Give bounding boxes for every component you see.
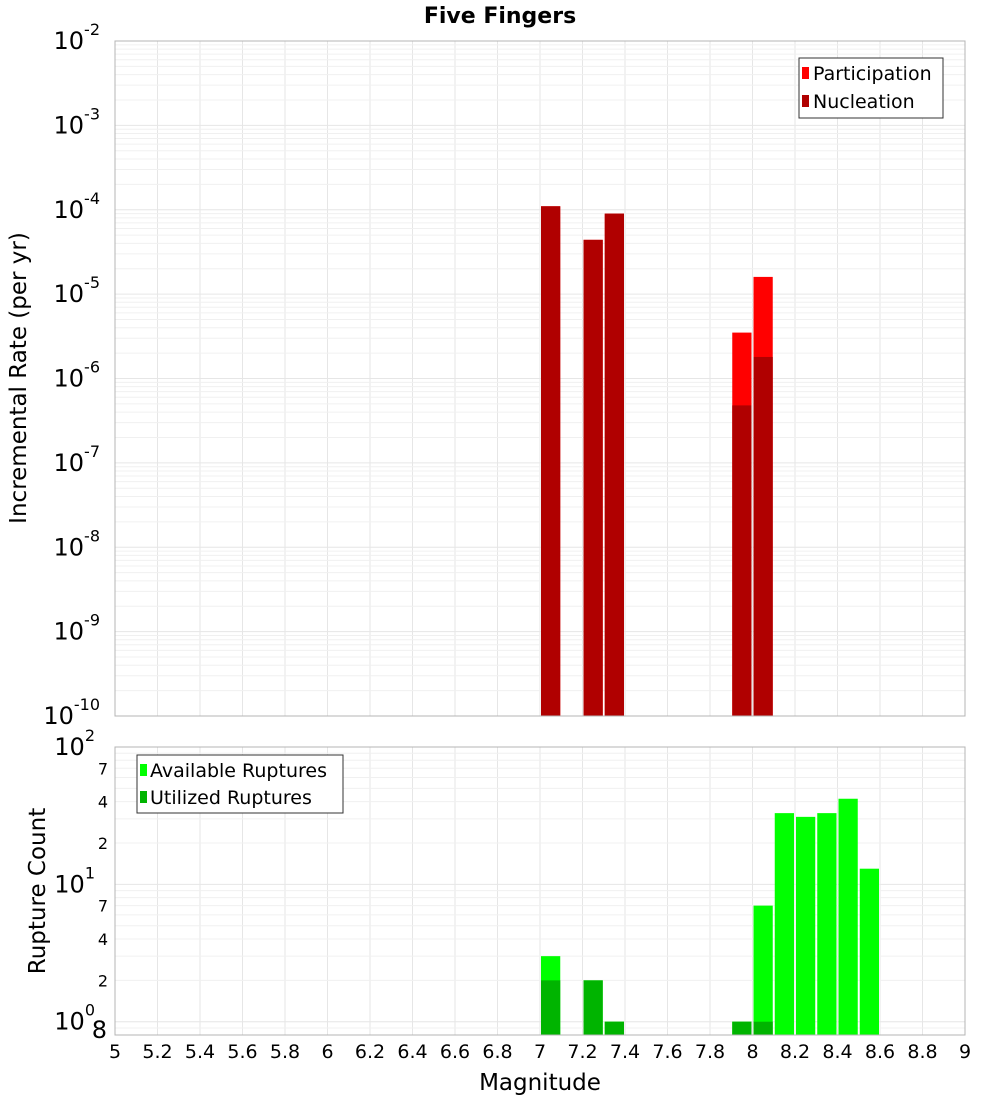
top-y-tick-labels: 10-10 10-9 10-8 10-7 10-6 10-5 10-4 10-3 10-2 [43, 20, 100, 730]
legend-label-available: Available Ruptures [150, 760, 327, 782]
x-tick-label: 5.2 [142, 1041, 172, 1063]
bottom-y-minor-tick-label: 4 [98, 793, 108, 812]
bottom-legend-box [136, 754, 344, 814]
legend-swatch-participation [802, 67, 809, 79]
legend-label-nucleation: Nucleation [813, 91, 915, 113]
legend-swatch-available [140, 764, 147, 776]
x-tick-label: 5.8 [270, 1041, 300, 1063]
x-tick-label: 8.8 [907, 1041, 937, 1063]
top-bars [541, 206, 773, 717]
available-ruptures-bar [859, 868, 879, 1035]
legend-label-utilized: Utilized Ruptures [150, 787, 312, 809]
chart-title: Five Fingers [424, 4, 576, 29]
x-tick-label: 6.4 [397, 1041, 427, 1063]
bottom-y-minor-tick-label: 2 [98, 971, 108, 990]
x-tick-labels: 5 5.2 5.4 5.6 5.8 6 6.2 6.4 6.6 6.8 7 7.2 7.4 7.6 7.8 8… [109, 1041, 971, 1063]
bottom-y-minor-tick-label: 7 [98, 759, 108, 778]
available-ruptures-bar [817, 813, 837, 1035]
top-legend-box [798, 57, 944, 119]
bottom-y-tick-label: 101 [54, 863, 95, 898]
available-ruptures-bar [796, 816, 816, 1035]
nucleation-bar [753, 356, 773, 716]
x-tick-label: 6.2 [355, 1041, 385, 1063]
nucleation-bar [541, 206, 561, 716]
legend-label-participation: Participation [813, 63, 932, 85]
x-tick-label: 8 [746, 1041, 758, 1063]
bottom-y-minor-tick-label: 4 [98, 930, 108, 949]
top-y-tick-label: 10-4 [54, 189, 101, 224]
bottom-panel: 100 101 102 8 2 4 7 2 4 7 5 5.2 5.4 5.6 5.8 6 6.2 6.4 6.6… [25, 726, 971, 1096]
top-y-tick-label: 10-7 [54, 442, 101, 477]
top-legend: Participation Nucleation [798, 57, 944, 119]
top-y-axis-label: Incremental Rate (per yr) [6, 232, 32, 524]
x-tick-label: 6.8 [482, 1041, 512, 1063]
x-tick-label: 6 [321, 1041, 333, 1063]
top-y-tick-label: 10-6 [54, 358, 101, 393]
available-ruptures-bar [774, 813, 794, 1035]
utilized-ruptures-bar [541, 980, 561, 1035]
top-y-tick-label: 10-8 [54, 526, 101, 561]
top-gridlines [114, 41, 966, 717]
utilized-ruptures-bar [732, 1021, 752, 1035]
bottom-y-minor-tick-label: 2 [98, 834, 108, 853]
x-axis-label: Magnitude [479, 1070, 601, 1096]
utilized-ruptures-bar [583, 980, 603, 1035]
x-tick-label: 7.8 [695, 1041, 725, 1063]
x-tick-label: 7 [534, 1041, 546, 1063]
top-y-tick-label: 10-3 [54, 104, 101, 139]
top-panel: 10-10 10-9 10-8 10-7 10-6 10-5 10-4 10-3 10-2 In… [6, 20, 966, 730]
nucleation-bar [604, 213, 624, 717]
utilized-ruptures-bar [604, 1021, 624, 1035]
bottom-y-tick-label: 100 [54, 1001, 95, 1036]
nucleation-bar [732, 405, 752, 716]
available-ruptures-bar [838, 798, 858, 1035]
bottom-bars [541, 798, 879, 1035]
top-y-tick-label: 10-2 [54, 20, 101, 55]
x-tick-label: 6.6 [440, 1041, 470, 1063]
legend-swatch-utilized [140, 791, 147, 803]
x-tick-label: 5.6 [227, 1041, 257, 1063]
nucleation-bar [583, 239, 603, 716]
bottom-legend: Available Ruptures Utilized Ruptures [136, 754, 344, 814]
bottom-y-minor-tick-label: 8 [92, 1016, 107, 1044]
available-ruptures-bar [753, 905, 773, 1035]
x-tick-label: 7.4 [610, 1041, 640, 1063]
bottom-y-axis-label: Rupture Count [25, 808, 51, 974]
legend-swatch-nucleation [802, 95, 809, 107]
top-y-tick-label: 10-10 [43, 695, 100, 730]
x-tick-label: 9 [959, 1041, 971, 1063]
x-tick-label: 7.2 [567, 1041, 597, 1063]
utilized-ruptures-bar [753, 1021, 773, 1035]
top-y-tick-label: 10-5 [54, 273, 101, 308]
x-tick-label: 8.2 [780, 1041, 810, 1063]
x-tick-label: 5 [109, 1041, 121, 1063]
bottom-y-tick-labels: 100 101 102 8 2 4 7 2 4 7 [54, 726, 108, 1044]
bottom-y-tick-label: 102 [54, 726, 95, 761]
x-tick-label: 5.4 [185, 1041, 215, 1063]
top-y-tick-label: 10-9 [54, 611, 101, 646]
x-tick-label: 8.4 [822, 1041, 852, 1063]
x-tick-label: 7.6 [652, 1041, 682, 1063]
x-tick-label: 8.6 [865, 1041, 895, 1063]
bottom-y-minor-tick-label: 7 [98, 897, 108, 916]
